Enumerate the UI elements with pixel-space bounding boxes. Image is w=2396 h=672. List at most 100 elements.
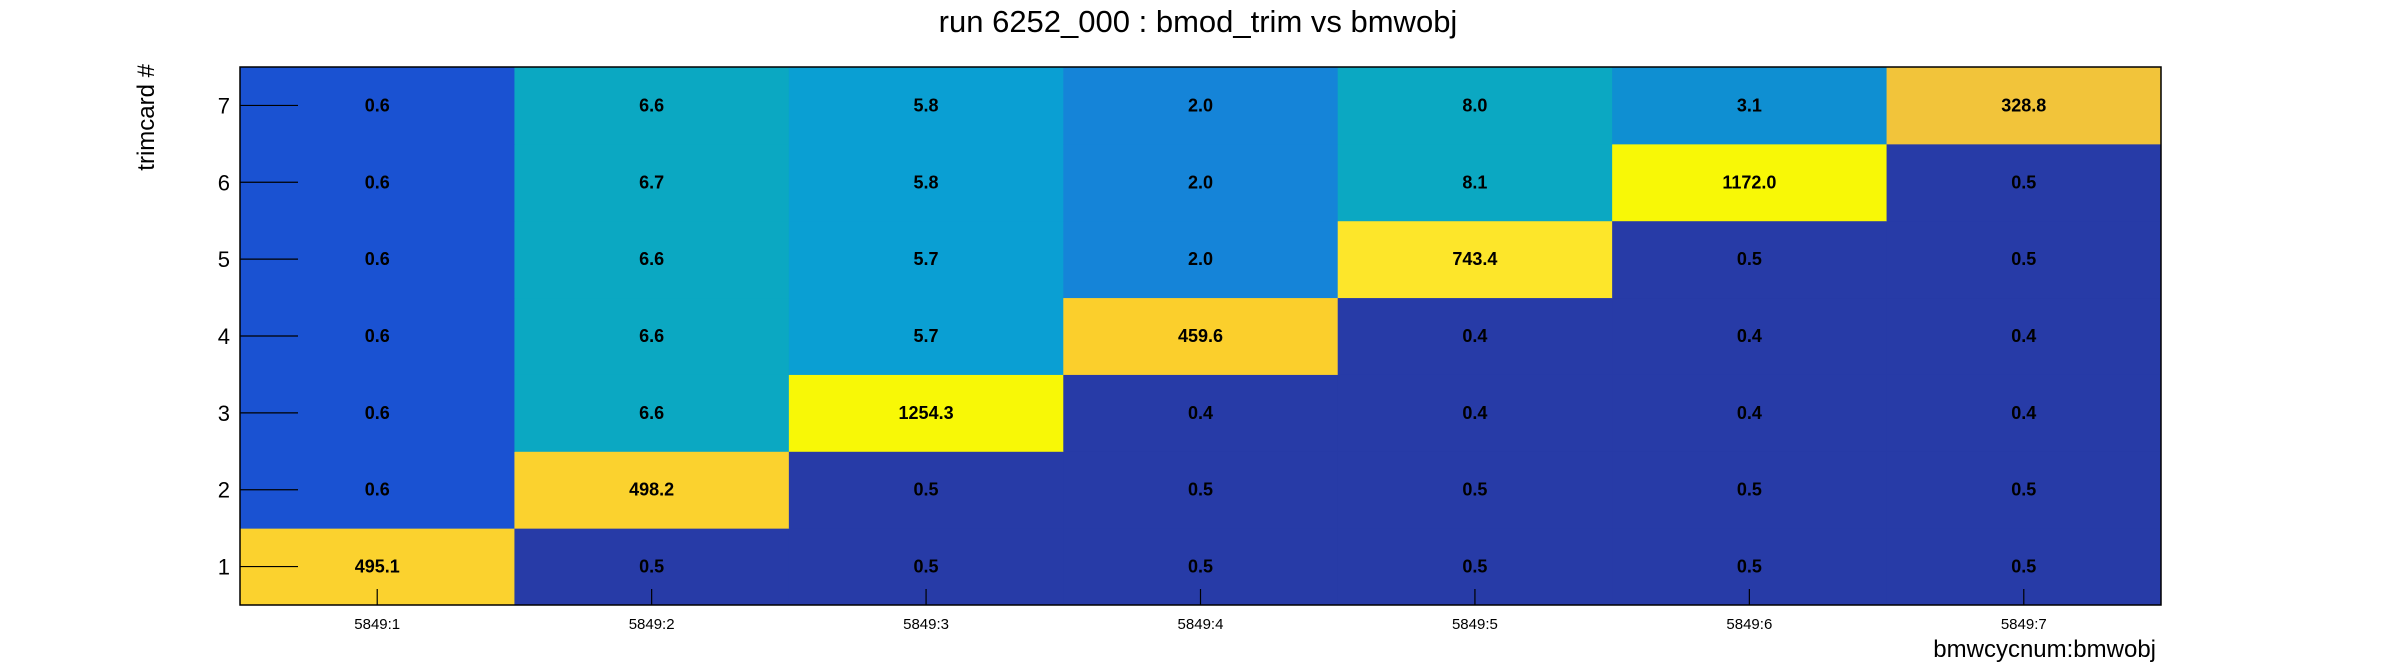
cell-value-label: 5.8 [914,95,939,115]
cell-value-label: 6.6 [639,95,664,115]
cell-value-label: 498.2 [629,480,674,500]
cell-value-label: 0.5 [1462,557,1487,577]
cell-value-label: 0.5 [1188,557,1213,577]
heatmap-cell [1612,374,1888,452]
cell-value-label: 0.4 [1737,326,1762,346]
heatmap-cell [514,297,790,375]
cell-value-label: 1254.3 [899,403,954,423]
x-tick-label: 5849:1 [354,616,400,633]
cell-value-label: 0.5 [1188,480,1213,500]
heatmap-cell [1886,67,2162,145]
cell-value-label: 0.4 [2011,326,2036,346]
heatmap-cell [1612,220,1888,299]
heatmap-cell [514,220,790,299]
heatmap-cell [514,374,790,452]
cell-value-label: 6.7 [639,172,664,192]
cell-value-label: 2.0 [1188,249,1213,269]
cell-value-label: 0.5 [2011,172,2036,192]
y-tick-label: 3 [218,401,230,426]
cell-value-label: 0.6 [365,403,390,423]
cell-value-label: 495.1 [355,557,400,577]
cell-value-label: 6.6 [639,249,664,269]
cell-value-label: 0.5 [2011,249,2036,269]
heatmap-cell [514,67,790,145]
cell-value-label: 0.4 [1462,403,1487,423]
y-tick-label: 2 [218,478,230,503]
heatmap-cell [1886,297,2162,375]
x-tick-label: 5849:7 [2001,616,2047,633]
y-tick-label: 7 [218,93,230,118]
cell-value-label: 0.5 [1462,480,1487,500]
chart-title: run 6252_000 : bmod_trim vs bmwobj [939,4,1458,39]
heatmap-cell [1063,451,1339,529]
cell-value-label: 5.8 [914,172,939,192]
cell-value-label: 0.5 [914,480,939,500]
heatmap-cell [1886,143,2162,222]
x-tick-label: 5849:4 [1178,616,1224,633]
heatmap-cell [1337,143,1613,222]
cell-value-label: 0.4 [2011,403,2036,423]
y-tick-label: 4 [218,324,230,349]
cell-value-label: 0.6 [365,480,390,500]
cell-value-label: 1172.0 [1722,172,1776,192]
heatmap-cell [788,297,1064,375]
heatmap-cell [1063,143,1339,222]
heatmap-cell [1886,220,2162,299]
cell-value-label: 0.5 [2011,480,2036,500]
cell-value-label: 743.4 [1452,249,1497,269]
cell-value-label: 2.0 [1188,95,1213,115]
y-axis: 1 2 3 4 5 6 7 [218,93,298,580]
heatmap-cell [788,451,1064,529]
heatmap-cell [1612,143,1888,222]
heatmap-cell-labels: 495.1 0.5 0.5 0.5 0.5 0.5 0.5 0.6 498.2 0.5 0.5 0.5… [355,95,2047,576]
y-tick-label: 6 [218,170,230,195]
cell-value-label: 328.8 [2001,95,2046,115]
cell-value-label: 0.5 [914,557,939,577]
cell-value-label: 5.7 [914,249,939,269]
heatmap-cell [514,451,790,529]
heatmap-cell [788,220,1064,299]
cell-value-label: 0.5 [1737,557,1762,577]
heatmap-cell [1337,220,1613,299]
cell-value-label: 0.5 [1737,480,1762,500]
cell-value-label: 0.5 [2011,557,2036,577]
x-tick-label: 5849:6 [1726,616,1772,633]
heatmap-cell [788,67,1064,145]
heatmap-cell [788,143,1064,222]
cell-value-label: 6.6 [639,403,664,423]
heatmap-cell [1337,451,1613,529]
heatmap-cell [1612,297,1888,375]
cell-value-label: 0.4 [1188,403,1213,423]
cell-value-label: 0.6 [365,326,390,346]
heatmap-cell [1337,374,1613,452]
cell-value-label: 3.1 [1737,95,1762,115]
cell-value-label: 6.6 [639,326,664,346]
heatmap-cell [514,143,790,222]
x-axis-title: bmwcycnum:bmwobj [1933,636,2156,663]
cell-value-label: 8.0 [1462,95,1487,115]
cell-value-label: 8.1 [1462,172,1487,192]
y-tick-label: 1 [218,555,230,580]
cell-value-label: 0.5 [639,557,664,577]
heatmap-cell [1337,67,1613,145]
heatmap-cell [1886,451,2162,529]
y-tick-label: 5 [218,247,230,272]
heatmap-cell [1063,297,1339,375]
heatmap-cell [1612,67,1888,145]
heatmap-cell [1063,220,1339,299]
cell-value-label: 0.6 [365,172,390,192]
heatmap-cell [1337,297,1613,375]
heatmap-cell [788,374,1064,452]
heatmap-cell [1063,374,1339,452]
x-tick-label: 5849:2 [629,616,675,633]
cell-value-label: 0.4 [1462,326,1487,346]
x-tick-label: 5849:5 [1452,616,1498,633]
heatmap-cells [240,67,2162,606]
cell-value-label: 459.6 [1178,326,1223,346]
heatmap-cell [1063,67,1339,145]
cell-value-label: 5.7 [914,326,939,346]
cell-value-label: 2.0 [1188,172,1213,192]
x-axis: 5849:1 5849:2 5849:3 5849:4 5849:5 5849:6 5849… [354,589,2047,633]
cell-value-label: 0.5 [1737,249,1762,269]
